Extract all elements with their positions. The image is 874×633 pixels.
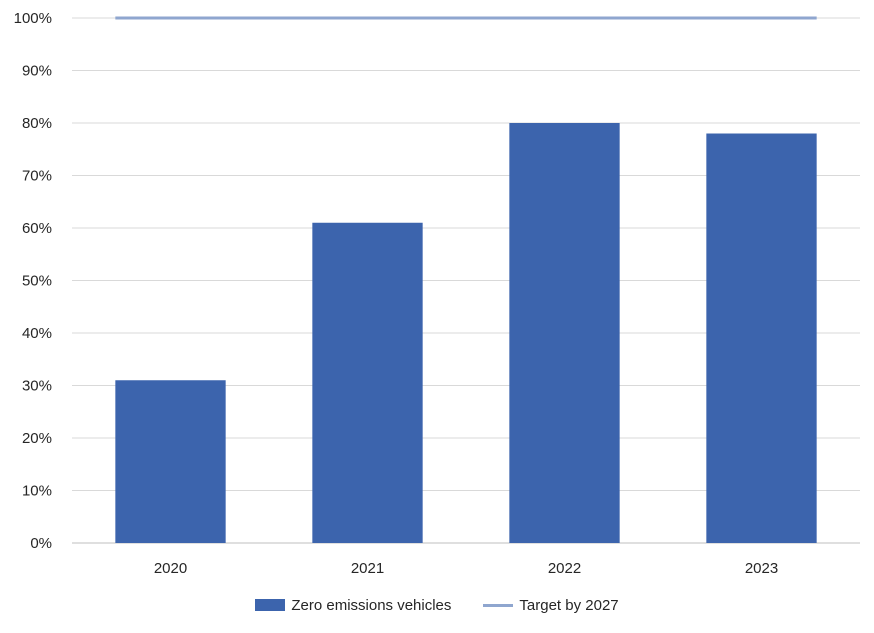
y-tick-label: 0% — [30, 535, 52, 552]
y-tick-label: 90% — [22, 63, 52, 80]
x-tick-label: 2022 — [548, 560, 581, 577]
y-tick-label: 20% — [22, 430, 52, 447]
y-tick-label: 70% — [22, 168, 52, 185]
bar-series — [115, 123, 817, 543]
legend-item-bar: Zero emissions vehicles — [255, 597, 451, 614]
bar — [706, 133, 817, 543]
y-tick-label: 80% — [22, 115, 52, 132]
bar — [312, 222, 423, 543]
legend-swatch-bar — [255, 599, 286, 611]
y-tick-label: 10% — [22, 483, 52, 500]
x-tick-label: 2020 — [154, 560, 187, 577]
bar — [509, 123, 620, 543]
x-axis-ticks: 2020 2021 2022 2023 — [154, 560, 778, 577]
x-tick-label: 2023 — [745, 560, 778, 577]
legend-swatch-line — [483, 603, 514, 607]
y-tick-label: 40% — [22, 325, 52, 342]
legend-label-bar: Zero emissions vehicles — [291, 596, 452, 614]
legend: Zero emissions vehicles Target by 2027 — [0, 593, 874, 617]
y-tick-label: 30% — [22, 378, 52, 395]
x-tick-label: 2021 — [351, 560, 384, 577]
y-axis-ticks: 0% 10% 20% 30% 40% 50% 60% 70% 80% 90% 100% — [14, 10, 52, 552]
legend-label-line: Target by 2027 — [519, 596, 619, 614]
y-tick-label: 60% — [22, 220, 52, 237]
y-tick-label: 50% — [22, 273, 52, 290]
legend-item-line: Target by 2027 — [483, 596, 619, 614]
bar — [115, 380, 226, 543]
y-tick-label: 100% — [14, 10, 52, 27]
